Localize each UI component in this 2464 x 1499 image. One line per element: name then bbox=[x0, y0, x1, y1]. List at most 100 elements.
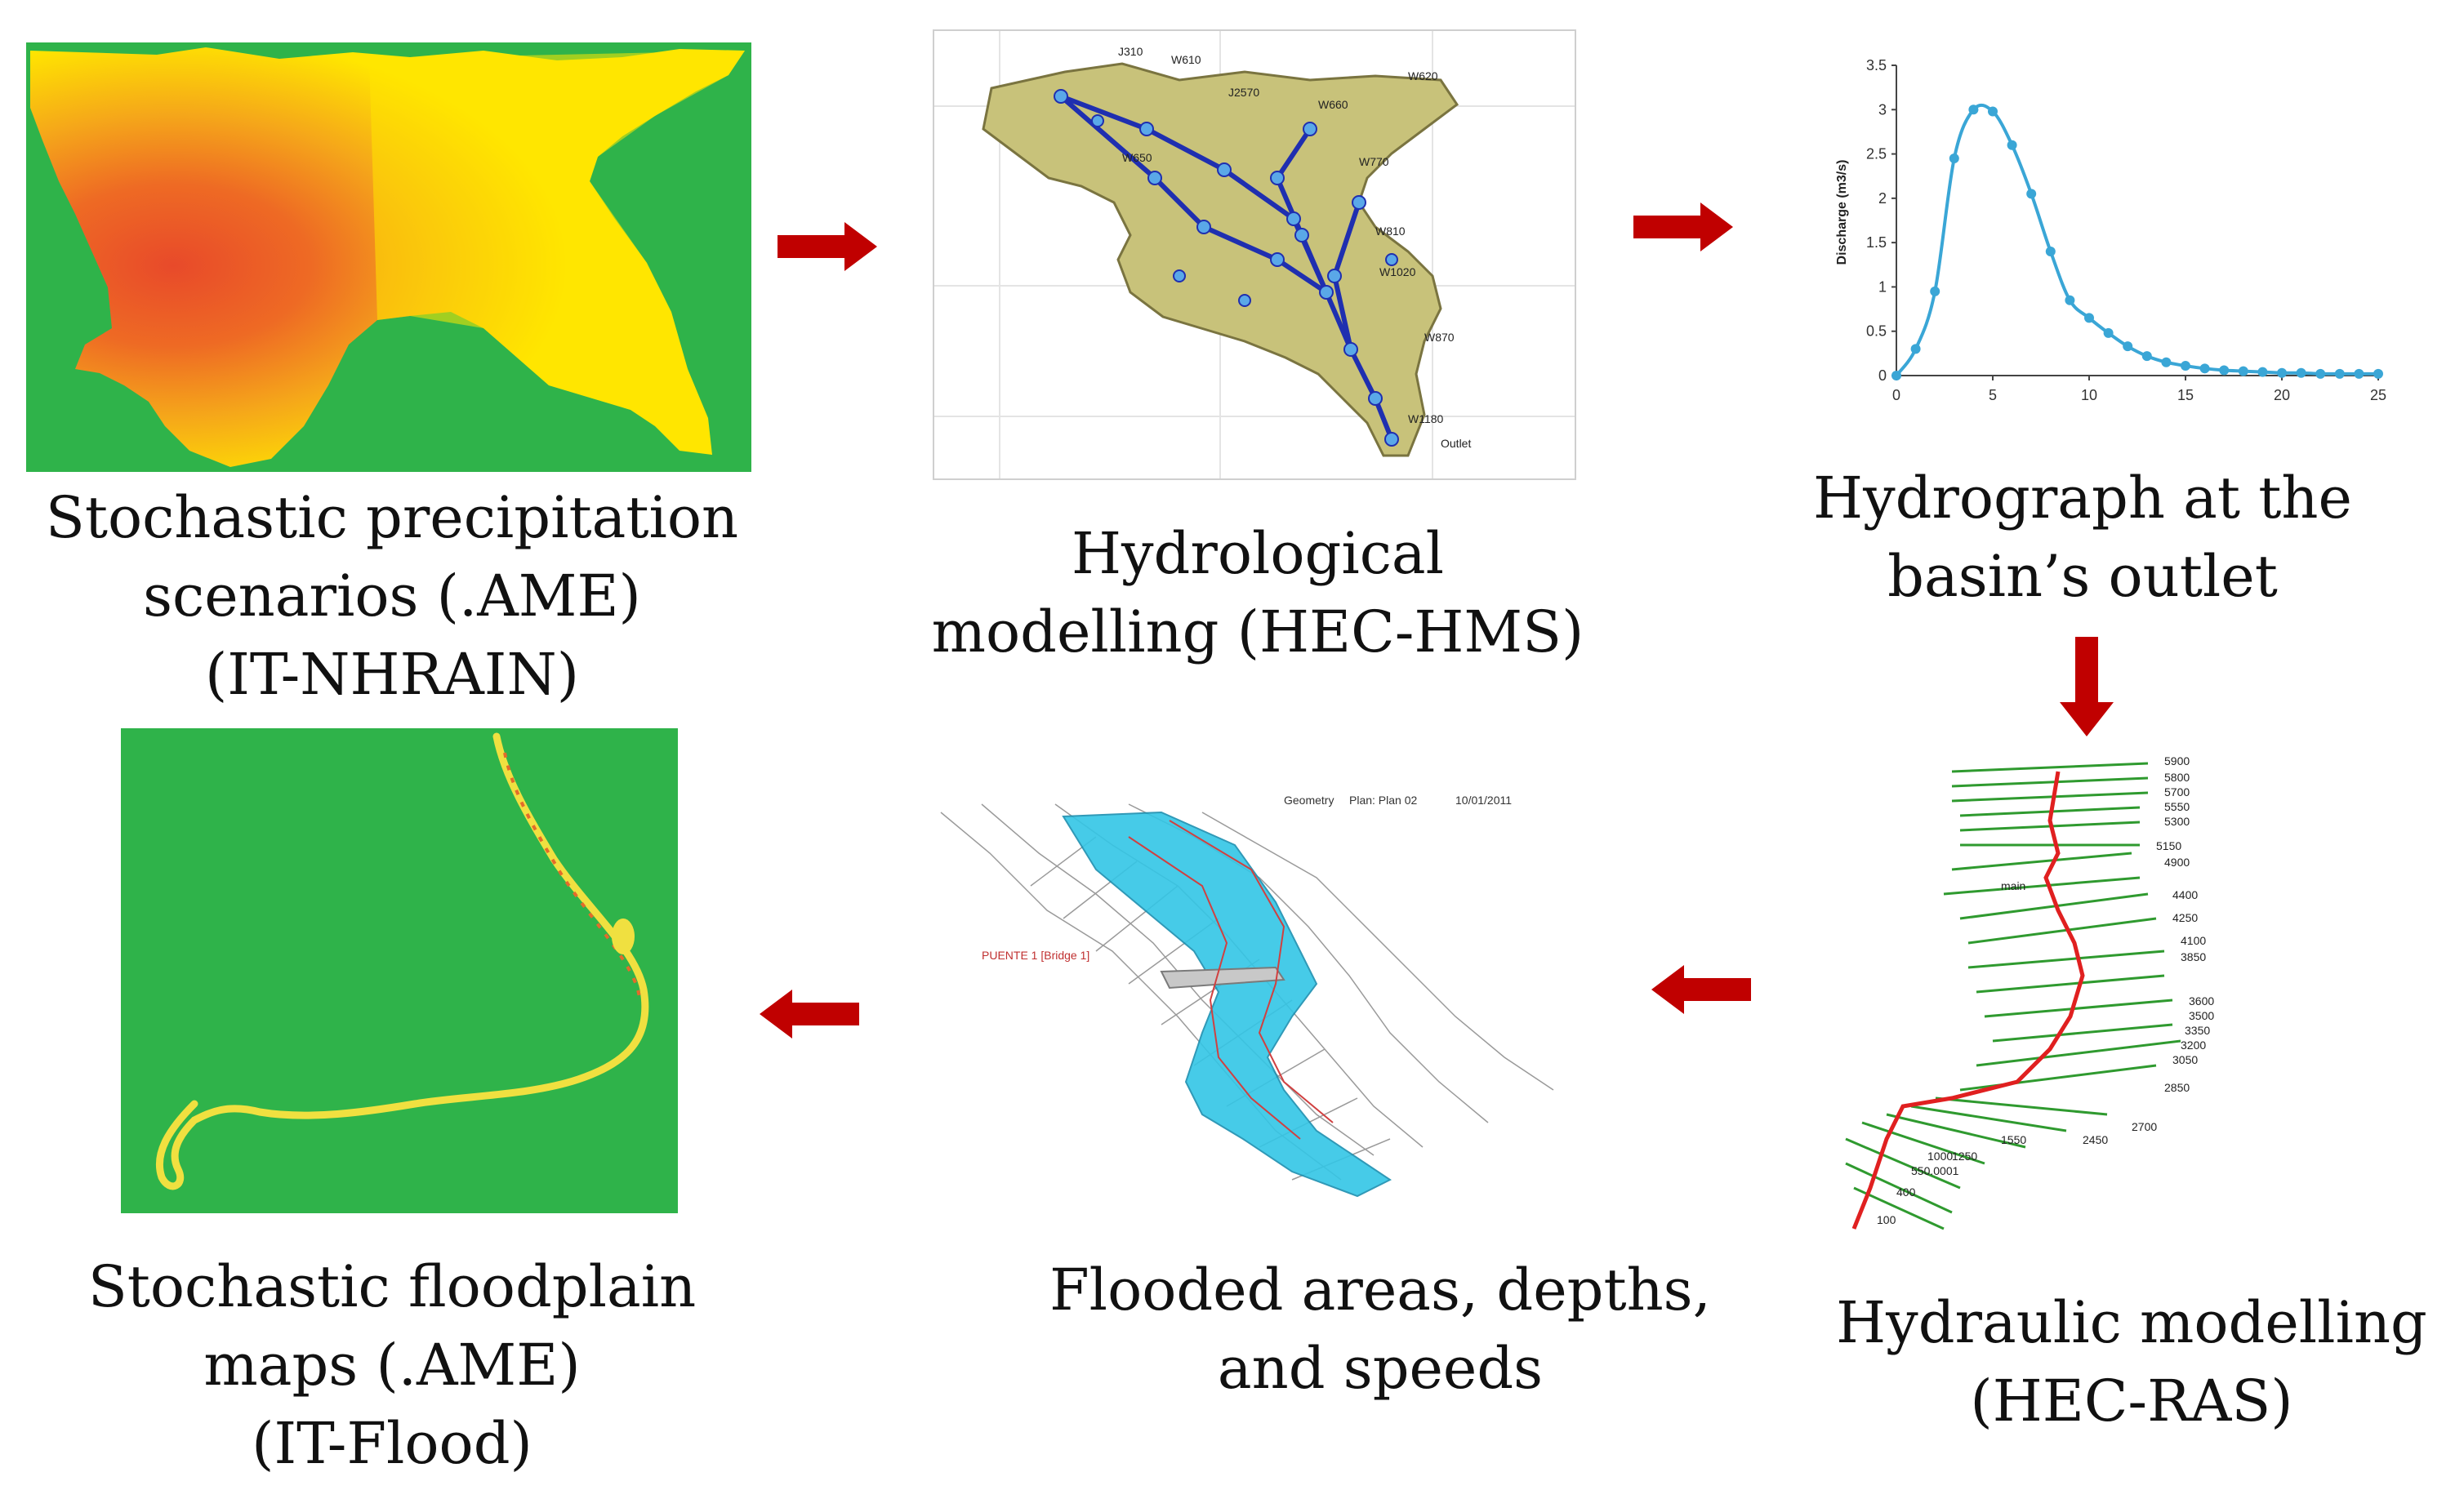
reach-station-23: 400 bbox=[1896, 1185, 1916, 1199]
reach-station-14: 3200 bbox=[2181, 1039, 2206, 1052]
reach-station-0: 5900 bbox=[2164, 755, 2190, 767]
ras-header-plan: Plan: Plan 02 bbox=[1349, 794, 1417, 807]
hms-label-w620: W620 bbox=[1408, 69, 1438, 82]
precip-yellow-zone bbox=[369, 51, 745, 455]
x-tick-label: 5 bbox=[1989, 387, 1997, 403]
bank-lines bbox=[1128, 820, 1334, 1140]
chart-data-point bbox=[2354, 368, 2364, 379]
reach-station-2: 5700 bbox=[2164, 785, 2190, 798]
caption-floodplain: Stochastic floodplain maps (.AME) (IT-Fl… bbox=[25, 1248, 760, 1483]
ras-bridge-label: PUENTE 1 [Bridge 1] bbox=[982, 949, 1089, 962]
floodplain-pool bbox=[612, 919, 635, 954]
chart-data-point bbox=[2238, 366, 2248, 376]
reach-station-13: 3350 bbox=[2185, 1024, 2210, 1037]
reach-station-15: 3050 bbox=[2172, 1053, 2198, 1066]
hms-basin-polygon bbox=[982, 62, 1459, 457]
chart-data-point bbox=[2373, 368, 2383, 379]
reach-station-11: 3600 bbox=[2189, 994, 2214, 1007]
reach-station-6: 4900 bbox=[2164, 856, 2190, 869]
arrow-precip-to-hydro bbox=[778, 222, 877, 271]
reach-station-9: 4100 bbox=[2181, 934, 2206, 947]
floodplain-depth-hotspots bbox=[503, 752, 641, 999]
chart-data-point bbox=[2219, 365, 2230, 376]
reach-station-1: 5800 bbox=[2164, 771, 2190, 784]
chart-data-point bbox=[2123, 341, 2133, 352]
reach-station-16: 2850 bbox=[2164, 1081, 2190, 1094]
reach-station-5: 5150 bbox=[2156, 839, 2181, 852]
reach-station-20: 1250 bbox=[1952, 1150, 1977, 1163]
caption-precipitation-line-1: Stochastic precipitation bbox=[45, 484, 739, 551]
hms-label-j2570: J2570 bbox=[1228, 86, 1259, 99]
chart-data-point bbox=[2181, 361, 2190, 371]
floodplain-extent bbox=[155, 732, 649, 1190]
precipitation-map bbox=[26, 42, 751, 472]
arrow-hydrograph-to-hydraulic bbox=[2060, 637, 2114, 736]
chart-data-point bbox=[2103, 327, 2114, 338]
chart-data-point bbox=[1988, 106, 1998, 117]
caption-flooded-line-2: and speeds bbox=[1217, 1335, 1544, 1402]
reach-name-label: main bbox=[2001, 879, 2025, 892]
hydrograph-chart: 0 0.5 1 1.5 2 2.5 3 3.5 0 5 10 15 20 25 Discharge (m… bbox=[1823, 49, 2395, 441]
chart-data-point bbox=[1910, 344, 1921, 354]
y-tick-label: 1 bbox=[1878, 278, 1887, 295]
reach-station-8: 4250 bbox=[2172, 911, 2198, 924]
y-tick-label: 2 bbox=[1878, 190, 1887, 207]
hms-label-outlet: Outlet bbox=[1441, 437, 1471, 450]
caption-hydrological: Hydrological modelling (HEC-HMS) bbox=[882, 514, 1633, 671]
chart-data-point bbox=[1891, 371, 1901, 380]
hms-label-w770: W770 bbox=[1359, 155, 1389, 168]
bridge-deck bbox=[1160, 966, 1285, 990]
reach-station-4: 5300 bbox=[2164, 815, 2190, 828]
flood-water-surface bbox=[1062, 811, 1392, 1198]
caption-precipitation-line-3: (IT-NHRAIN) bbox=[204, 641, 580, 708]
arrow-hydraulic-to-flooded bbox=[1651, 965, 1751, 1014]
hms-label-w610: W610 bbox=[1171, 53, 1201, 66]
hec-ras-reach: 5900 5800 5700 5550 5300 5150 4900 4400 … bbox=[1838, 755, 2295, 1237]
floodplain-map bbox=[121, 728, 678, 1213]
reach-station-19: 1550 bbox=[2001, 1133, 2026, 1146]
caption-flooded-line-1: Flooded areas, depths, bbox=[1049, 1257, 1711, 1323]
y-tick-label: 2.5 bbox=[1866, 146, 1887, 162]
chart-data-point bbox=[2065, 295, 2075, 305]
x-tick-label: 25 bbox=[2370, 387, 2386, 403]
chart-data-point bbox=[1968, 105, 1979, 115]
ras-header-date: 10/01/2011 bbox=[1455, 794, 1512, 807]
reach-station-24: 100 bbox=[1877, 1213, 1896, 1226]
chart-y-label: Discharge (m3/s) bbox=[1835, 160, 1849, 265]
chart-data-point bbox=[2334, 368, 2345, 379]
chart-data-point bbox=[2007, 140, 2017, 150]
reach-cross-sections bbox=[1845, 762, 2181, 1230]
reach-station-3: 5550 bbox=[2164, 800, 2190, 813]
hms-label-w1180: W1180 bbox=[1408, 412, 1444, 425]
caption-hydraulic: Hydraulic modelling (HEC-RAS) bbox=[1805, 1283, 2458, 1440]
chart-data-point bbox=[2141, 351, 2152, 362]
caption-precipitation-line-2: scenarios (.AME) bbox=[143, 563, 641, 629]
chart-data-point bbox=[2026, 189, 2037, 199]
hms-label-w810: W810 bbox=[1375, 225, 1406, 238]
chart-data-point bbox=[1930, 286, 1940, 296]
x-tick-label: 15 bbox=[2177, 387, 2194, 403]
chart-data-point bbox=[2296, 367, 2306, 378]
reach-centerline bbox=[1851, 771, 2085, 1230]
y-tick-label: 1.5 bbox=[1866, 234, 1887, 251]
chart-data-point bbox=[2161, 357, 2172, 367]
hms-label-w660: W660 bbox=[1318, 98, 1348, 111]
caption-hydrograph-line-2: basin’s outlet bbox=[1887, 543, 2278, 610]
reach-station-17: 2700 bbox=[2132, 1120, 2157, 1133]
chart-data-point bbox=[1949, 153, 1959, 163]
arrow-flooded-to-floodplain bbox=[760, 990, 859, 1039]
caption-precipitation: Stochastic precipitation scenarios (.AME… bbox=[0, 478, 784, 714]
reach-station-18: 2450 bbox=[2083, 1133, 2108, 1146]
reach-station-7: 4400 bbox=[2172, 888, 2198, 901]
chart-data-point bbox=[2199, 363, 2210, 374]
caption-hydraulic-line-2: (HEC-RAS) bbox=[1970, 1368, 2293, 1435]
hms-basin-network: J310 W610 W650 J2570 W620 W660 W770 W810… bbox=[933, 29, 1576, 480]
chart-data-point bbox=[2045, 247, 2056, 256]
hms-label-w1020: W1020 bbox=[1379, 265, 1416, 278]
caption-hydrograph: Hydrograph at the basin’s outlet bbox=[1748, 459, 2417, 616]
hms-nodes bbox=[1054, 89, 1399, 447]
ras-header-geometry: Geometry bbox=[1284, 794, 1334, 807]
chart-data-point bbox=[2277, 367, 2287, 378]
caption-hydraulic-line-1: Hydraulic modelling bbox=[1836, 1289, 2427, 1356]
arrow-hydro-to-hydrograph bbox=[1633, 202, 1733, 251]
